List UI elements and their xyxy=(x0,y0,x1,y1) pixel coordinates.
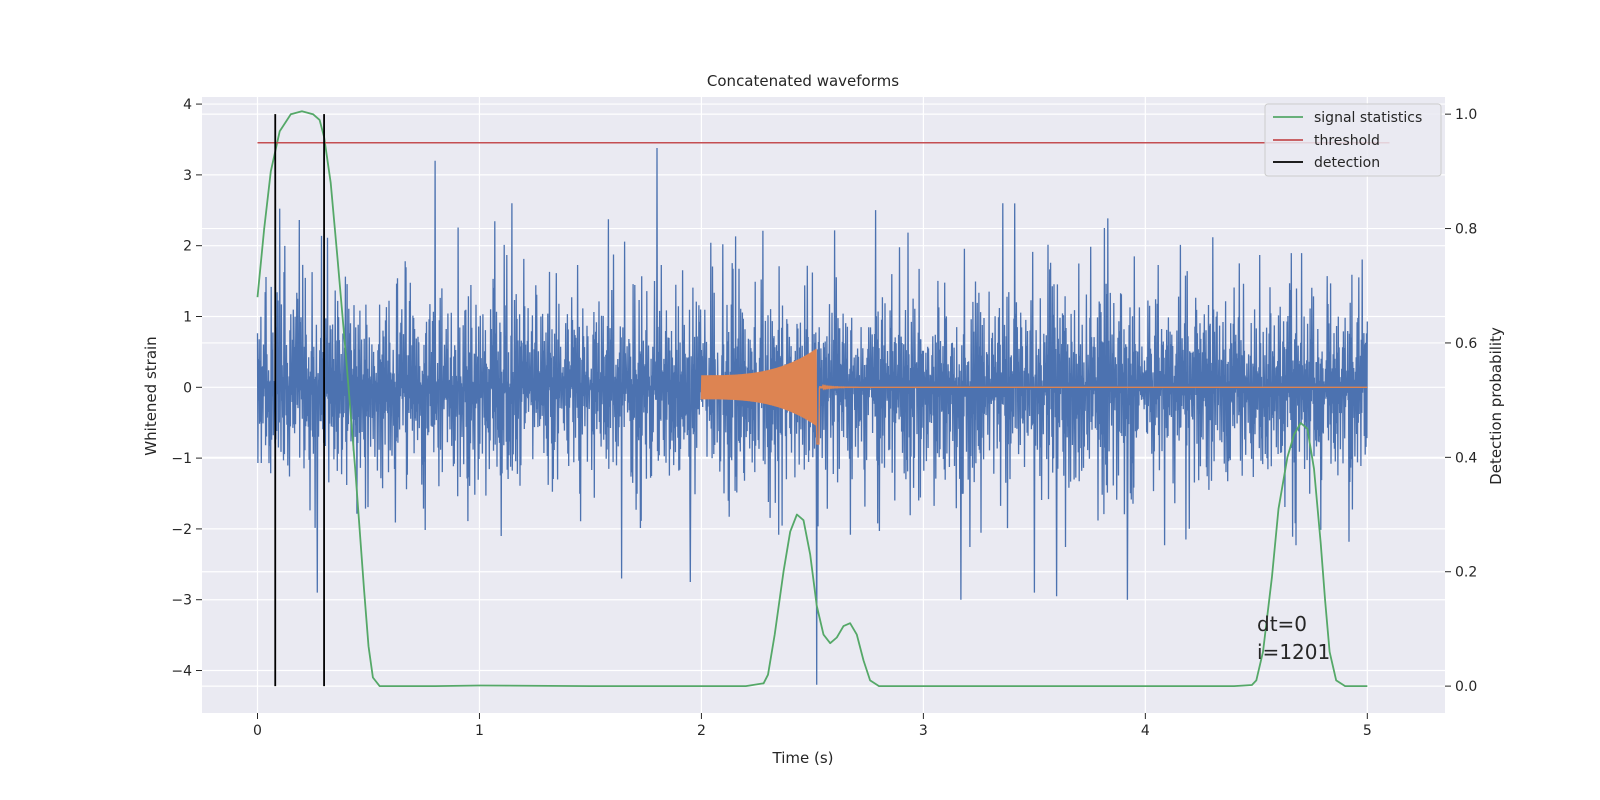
injection-line xyxy=(700,348,1368,445)
left-axis-ticks: −4 −3 −2 −1 0 1 2 3 4 xyxy=(171,97,202,680)
left-tick-label: −1 xyxy=(171,451,192,467)
x-axis-ticks: 0 1 2 3 4 5 xyxy=(253,713,1372,739)
legend: signal statistics threshold detection xyxy=(1264,103,1442,177)
injection-series xyxy=(700,348,1368,445)
left-tick-label: 2 xyxy=(183,239,192,255)
x-tick-label: 2 xyxy=(697,723,706,739)
annotation-index: i=1201 xyxy=(1257,640,1330,664)
right-tick-label: 0.8 xyxy=(1455,222,1477,238)
right-tick-label: 0.4 xyxy=(1455,450,1477,466)
left-tick-label: −3 xyxy=(171,593,192,609)
chart-title: Concatenated waveforms xyxy=(707,72,899,90)
right-tick-label: 0.6 xyxy=(1455,336,1477,352)
left-tick-label: 0 xyxy=(183,380,192,396)
x-tick-label: 3 xyxy=(919,723,928,739)
right-tick-label: 0.2 xyxy=(1455,565,1477,581)
right-tick-label: 1.0 xyxy=(1455,107,1477,123)
signal-statistics-line xyxy=(256,110,1368,687)
x-axis-label: Time (s) xyxy=(772,749,834,767)
legend-label-threshold: threshold xyxy=(1314,133,1380,149)
right-axis-ticks: 0.0 0.2 0.4 0.6 0.8 1.0 xyxy=(1445,107,1477,695)
left-tick-label: −2 xyxy=(171,522,192,538)
left-tick-label: −4 xyxy=(171,664,192,680)
legend-box xyxy=(1264,103,1442,177)
left-tick-label: 1 xyxy=(183,309,192,325)
strain-series xyxy=(256,147,1368,685)
right-tick-label: 0.0 xyxy=(1455,679,1477,695)
x-tick-label: 0 xyxy=(253,723,262,739)
left-tick-label: 4 xyxy=(183,97,192,113)
strain-line xyxy=(256,147,1368,685)
x-tick-label: 5 xyxy=(1363,723,1372,739)
y-axis-label: Whitened strain xyxy=(142,336,160,455)
x-tick-label: 1 xyxy=(475,723,484,739)
x-tick-label: 4 xyxy=(1141,723,1150,739)
legend-label-detection: detection xyxy=(1314,155,1380,171)
annotation-dt: dt=0 xyxy=(1257,612,1307,636)
left-tick-label: 3 xyxy=(183,168,192,184)
y-axis-right-label: Detection probability xyxy=(1487,327,1505,485)
detection-series xyxy=(274,114,325,687)
legend-label-signal: signal statistics xyxy=(1314,110,1422,126)
signal-statistics-series xyxy=(256,110,1368,687)
